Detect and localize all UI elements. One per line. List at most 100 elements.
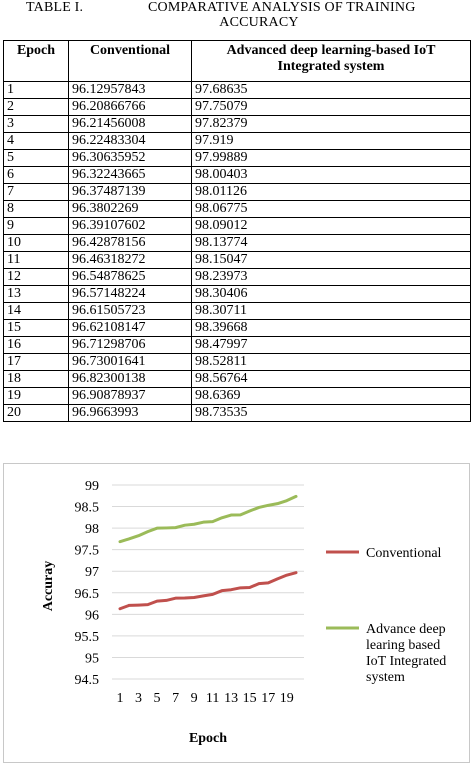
- y-tick-label: 97: [85, 565, 99, 580]
- cell-conventional: 96.9663993: [68, 404, 192, 422]
- y-tick-label: 98.5: [75, 501, 100, 516]
- header-advanced: Advanced deep learning-based IoT Integra…: [191, 40, 471, 82]
- data-point: [294, 571, 298, 574]
- data-point: [229, 513, 233, 517]
- legend-label-advanced: Advance deep: [366, 622, 446, 637]
- table-row: 7 96.37487139 98.01126: [3, 183, 471, 201]
- cell-epoch: 9: [3, 217, 69, 235]
- cell-advanced: 97.99889: [191, 149, 471, 167]
- x-tick-label: 7: [172, 691, 179, 706]
- data-point: [220, 589, 224, 592]
- data-point: [239, 586, 242, 590]
- cell-epoch: 19: [3, 387, 69, 405]
- cell-conventional: 96.46318272: [68, 251, 192, 269]
- data-point: [128, 537, 131, 541]
- header-conventional: Conventional: [68, 40, 192, 82]
- table-row: 6 96.32243665 98.00403: [3, 166, 471, 184]
- series-line-2: [118, 494, 298, 544]
- data-point: [202, 594, 205, 598]
- table-row: 4 96.22483304 97.919: [3, 132, 471, 150]
- cell-epoch: 1: [3, 81, 69, 99]
- cell-advanced: 98.47997: [191, 336, 471, 354]
- y-tick-label: 96: [85, 608, 99, 623]
- cell-conventional: 96.57148224: [68, 285, 192, 303]
- x-tick-label: 13: [224, 691, 238, 706]
- cell-epoch: 7: [3, 183, 69, 201]
- cell-epoch: 12: [3, 268, 69, 286]
- cell-conventional: 96.22483304: [68, 132, 192, 150]
- cell-conventional: 96.71298706: [68, 336, 192, 354]
- cell-epoch: 15: [3, 319, 69, 337]
- x-tick-label: 17: [261, 691, 275, 706]
- table-row: 12 96.54878625 98.23973: [3, 268, 471, 286]
- y-tick-label: 97.5: [75, 544, 100, 559]
- table-row: 14 96.61505723 98.30711: [3, 302, 471, 320]
- cell-advanced: 98.15047: [191, 251, 471, 269]
- table-row: 15 96.62108147 98.39668: [3, 319, 471, 337]
- legend-label-advanced: learing based: [366, 638, 440, 653]
- table-row: 18 96.82300138 98.56764: [3, 370, 471, 388]
- data-point: [229, 588, 233, 591]
- table-row: 5 96.30635952 97.99889: [3, 149, 471, 167]
- y-tick-label: 96.5: [75, 587, 100, 602]
- data-point: [248, 586, 251, 589]
- cell-conventional: 96.20866766: [68, 98, 192, 116]
- data-point: [137, 534, 140, 537]
- table-caption: TABLE I. COMPARATIVE ANALYSIS OF TRAININ…: [0, 0, 474, 30]
- y-tick-label: 95: [85, 651, 99, 666]
- cell-epoch: 10: [3, 234, 69, 252]
- table-row: 11 96.46318272 98.15047: [3, 251, 471, 269]
- data-point: [285, 499, 288, 502]
- data-point: [267, 581, 270, 585]
- x-tick-label: 19: [280, 691, 294, 706]
- legend-label-conventional: Conventional: [366, 546, 442, 561]
- cell-conventional: 96.21456008: [68, 115, 192, 133]
- cell-conventional: 96.12957843: [68, 81, 192, 99]
- cell-epoch: 6: [3, 166, 69, 184]
- cell-advanced: 98.23973: [191, 268, 471, 286]
- data-point: [211, 520, 214, 523]
- data-point: [146, 603, 149, 606]
- data-point: [239, 513, 242, 517]
- cell-advanced: 98.6369: [191, 387, 471, 405]
- table-row: 13 96.57148224 98.30406: [3, 285, 471, 303]
- data-point: [128, 604, 131, 607]
- data-point: [257, 582, 261, 585]
- table-row: 10 96.42878156 98.13774: [3, 234, 471, 252]
- data-point: [155, 599, 159, 603]
- table-row: 3 96.21456008 97.82379: [3, 115, 471, 133]
- cell-epoch: 18: [3, 370, 69, 388]
- cell-conventional: 96.54878625: [68, 268, 192, 286]
- table-label: TABLE I.: [26, 0, 84, 15]
- cell-conventional: 96.39107602: [68, 217, 192, 235]
- data-point: [294, 495, 298, 498]
- x-tick-label: 9: [191, 691, 198, 706]
- table-row: 20 96.9663993 98.73535: [3, 404, 471, 422]
- cell-conventional: 96.30635952: [68, 149, 192, 167]
- table-header-row: Epoch Conventional Advanced deep learnin…: [3, 40, 471, 82]
- data-point: [165, 526, 168, 530]
- cell-advanced: 98.09012: [191, 217, 471, 235]
- cell-conventional: 96.62108147: [68, 319, 192, 337]
- cell-advanced: 98.39668: [191, 319, 471, 337]
- cell-epoch: 16: [3, 336, 69, 354]
- cell-conventional: 96.82300138: [68, 370, 192, 388]
- cell-epoch: 20: [3, 404, 69, 422]
- table-title-line2: ACCURACY: [219, 15, 299, 30]
- data-point: [118, 607, 122, 610]
- cell-advanced: 97.919: [191, 132, 471, 150]
- data-point: [118, 540, 122, 543]
- data-point: [174, 596, 177, 600]
- data-point: [192, 596, 196, 599]
- table-row: 9 96.39107602 98.09012: [3, 217, 471, 235]
- data-point: [183, 596, 187, 600]
- cell-advanced: 98.30406: [191, 285, 471, 303]
- data-point: [165, 599, 168, 602]
- cell-advanced: 97.82379: [191, 115, 471, 133]
- data-point: [202, 520, 205, 524]
- cell-epoch: 8: [3, 200, 69, 218]
- data-point: [220, 516, 224, 519]
- x-tick-label: 1: [117, 691, 124, 706]
- table-row: 17 96.73001641 98.52811: [3, 353, 471, 371]
